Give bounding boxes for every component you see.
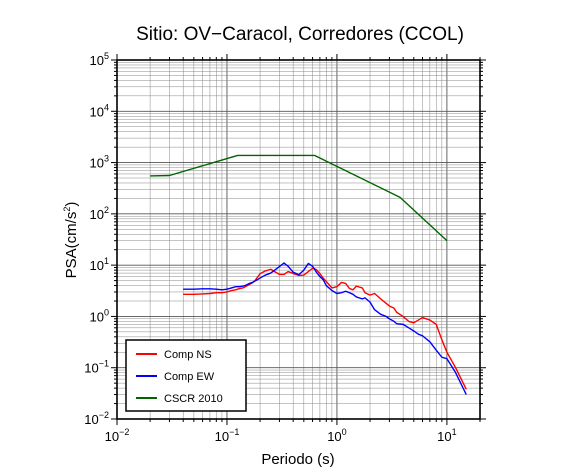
plot-grid bbox=[116, 59, 481, 420]
x-tick-label-base: 10 bbox=[215, 429, 229, 444]
x-tick-label: 10−2 bbox=[105, 427, 130, 444]
y-tick-label: 103 bbox=[90, 154, 109, 171]
x-tick-label-exp: −1 bbox=[229, 427, 239, 437]
y-tick-label-base: 10 bbox=[90, 207, 104, 222]
y-tick-label-base: 10 bbox=[90, 104, 104, 119]
y-axis-title-base: PSA(cm/s bbox=[63, 212, 80, 279]
y-tick-label-base: 10 bbox=[84, 412, 98, 427]
y-tick-label-exp: −2 bbox=[99, 410, 109, 420]
y-axis-title: PSA(cm/s2) bbox=[62, 202, 80, 279]
x-tick-labels: 10−2 10−1 100 101 bbox=[105, 427, 457, 444]
x-tick-label-exp: 1 bbox=[452, 427, 457, 437]
y-tick-label-base: 10 bbox=[84, 361, 98, 376]
series-cscr-2010 bbox=[150, 154, 448, 242]
y-axis-title-sup: 2 bbox=[62, 207, 72, 212]
y-tick-label: 102 bbox=[90, 205, 109, 222]
y-tick-label-exp: 0 bbox=[104, 307, 109, 317]
x-tick-label-base: 10 bbox=[105, 429, 119, 444]
x-tick-label: 10−1 bbox=[215, 427, 240, 444]
y-tick-label: 105 bbox=[90, 51, 109, 68]
legend-label-comp-ew: Comp EW bbox=[164, 371, 215, 383]
y-tick-label: 10−2 bbox=[84, 410, 109, 427]
y-tick-label-exp: 4 bbox=[104, 102, 109, 112]
y-tick-label-base: 10 bbox=[90, 309, 104, 324]
x-tick-label: 101 bbox=[437, 427, 456, 444]
x-tick-label-base: 10 bbox=[327, 429, 341, 444]
y-tick-label-base: 10 bbox=[90, 258, 104, 273]
axis-ticks bbox=[111, 54, 486, 425]
legend-label-cscr-2010: CSCR 2010 bbox=[164, 393, 223, 405]
x-tick-label-exp: 0 bbox=[342, 427, 347, 437]
y-tick-label-base: 10 bbox=[90, 53, 104, 68]
series-comp-ew bbox=[183, 262, 467, 395]
x-tick-label-base: 10 bbox=[437, 429, 451, 444]
legend-label-comp-ns: Comp NS bbox=[164, 349, 212, 361]
y-tick-label-exp: 3 bbox=[104, 154, 109, 164]
series-comp-ns bbox=[183, 267, 467, 390]
series-layer bbox=[150, 154, 467, 395]
x-axis-title: Periodo (s) bbox=[261, 451, 334, 468]
y-tick-label: 104 bbox=[90, 102, 109, 119]
y-tick-label-exp: −1 bbox=[99, 359, 109, 369]
x-tick-label-exp: −2 bbox=[119, 427, 129, 437]
chart-title: Sitio: OV−Caracol, Corredores (CCOL) bbox=[136, 24, 464, 45]
y-tick-label: 101 bbox=[90, 256, 109, 273]
legend: Comp NS Comp EW CSCR 2010 bbox=[125, 339, 247, 412]
y-tick-label-exp: 2 bbox=[104, 205, 109, 215]
y-tick-label-exp: 5 bbox=[104, 51, 109, 61]
plot-frame bbox=[116, 59, 481, 420]
x-tick-label: 100 bbox=[327, 427, 346, 444]
y-tick-label: 10−1 bbox=[84, 359, 109, 376]
y-tick-label-base: 10 bbox=[90, 156, 104, 171]
y-tick-label: 100 bbox=[90, 307, 109, 324]
y-tick-label-exp: 1 bbox=[104, 256, 109, 266]
y-axis-title-end: ) bbox=[63, 202, 80, 207]
